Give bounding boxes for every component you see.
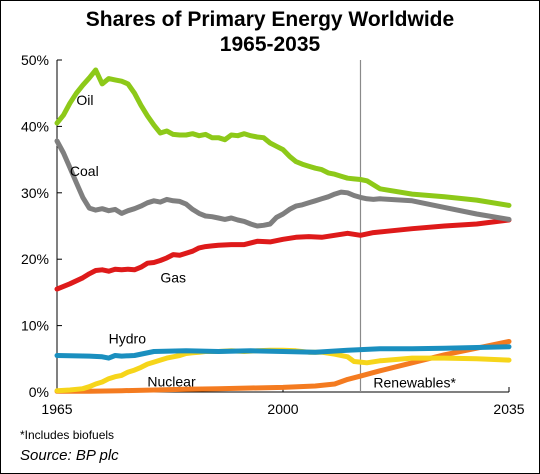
series-label-hydro: Hydro — [109, 331, 147, 347]
y-tick-label: 20% — [21, 251, 49, 267]
footnote: *Includes biofuels — [20, 428, 115, 442]
y-tick-label: 30% — [21, 185, 49, 201]
series-label-nuclear: Nuclear — [147, 374, 196, 390]
x-tick-label: 2000 — [267, 401, 298, 417]
y-tick-label: 0% — [29, 384, 49, 400]
y-tick-label: 10% — [21, 318, 49, 334]
series-line-oil — [54, 67, 512, 208]
series-label-coal: Coal — [70, 163, 99, 179]
series-line-coal — [54, 138, 512, 229]
x-tick-label: 1965 — [41, 401, 72, 417]
series-label-gas: Gas — [160, 269, 186, 285]
chart-title: Shares of Primary Energy Worldwide — [85, 8, 455, 31]
series-label-oil: Oil — [76, 92, 93, 108]
source-note: Source: BP plc — [20, 447, 119, 464]
series-line-gas — [54, 217, 512, 292]
y-tick-label: 40% — [21, 118, 49, 134]
series-line-hydro — [54, 344, 512, 361]
series-label-renewables: Renewables* — [373, 374, 456, 390]
chart-subtitle: 1965-2035 — [219, 33, 321, 56]
x-tick-label: 2035 — [493, 401, 524, 417]
y-tick-label: 50% — [21, 52, 49, 68]
